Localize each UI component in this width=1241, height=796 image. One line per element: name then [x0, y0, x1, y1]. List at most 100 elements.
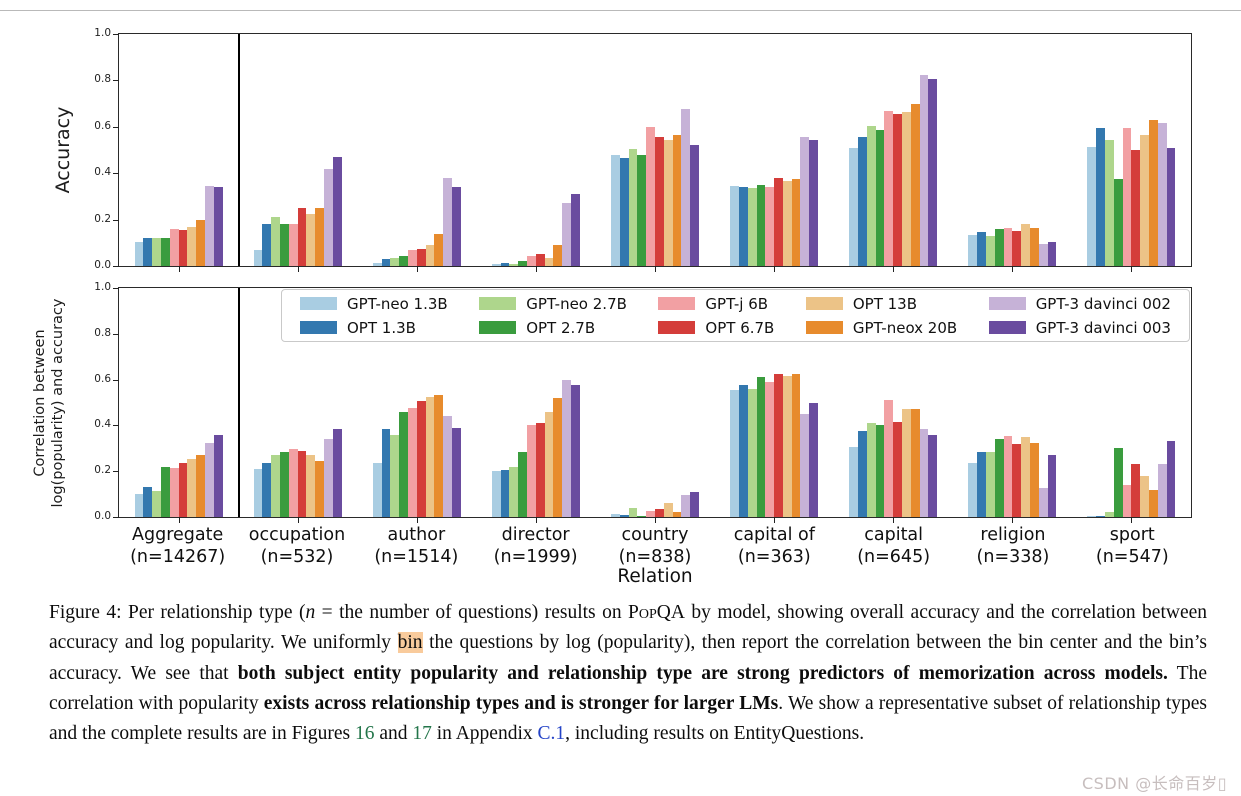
appendix-ref-link[interactable]: C.1 — [537, 723, 566, 745]
highlighted-word: bin — [397, 632, 423, 654]
bar-group-capital — [834, 34, 953, 266]
x-label-capital: capital (n=645) — [834, 525, 953, 568]
bar-OPT-13B — [782, 181, 792, 266]
bar-GPT-3-davinci-002 — [443, 416, 452, 517]
legend-entry-GPT-neo-2.7B: GPT-neo 2.7B — [479, 295, 627, 313]
bar-GPT-neo-2.7B — [747, 188, 757, 266]
bar-OPT-6.7B — [1131, 150, 1141, 266]
y-tick-label: 0.4 — [94, 418, 111, 431]
bar-group-Aggregate — [119, 288, 238, 517]
bar-GPT-neo-1.3B — [372, 463, 382, 517]
bar-GPT-neox-20B — [315, 208, 325, 266]
bar-GPT-neo-2.7B — [509, 466, 519, 517]
bar-group-sport — [1072, 34, 1191, 266]
y-tick-label: 1.0 — [94, 281, 111, 293]
x-label-occupation: occupation (n=532) — [237, 525, 356, 568]
legend-entry-GPT-j-6B: GPT-j 6B — [658, 295, 774, 313]
bar-OPT-13B — [425, 245, 435, 266]
y-tick-mark — [113, 379, 119, 381]
legend-column: OPT 13B GPT-neox 20B — [805, 294, 958, 337]
bar-OPT-6.7B — [1012, 443, 1022, 517]
relation-name: religion — [980, 525, 1046, 545]
relation-count: (n=14267) — [130, 546, 226, 567]
bar-OPT-2.7B — [875, 130, 885, 266]
bar-OPT-13B — [544, 257, 554, 266]
figure-ref-link[interactable]: 16 — [354, 723, 375, 745]
x-tick-mark — [1012, 517, 1014, 523]
bar-OPT-1.3B — [1096, 515, 1106, 517]
bar-group-country — [595, 34, 714, 266]
x-tick-mark — [655, 266, 656, 272]
bar-OPT-1.3B — [738, 187, 748, 266]
y-tick-mark — [113, 471, 119, 473]
bar-GPT-neo-1.3B — [253, 249, 263, 266]
bar-OPT-2.7B — [160, 238, 170, 266]
x-axis-title: Relation — [617, 566, 693, 587]
legend-label: GPT-neo 1.3B — [347, 294, 448, 313]
caption-text: , including results on EntityQuestions. — [565, 723, 865, 745]
y-tick-mark — [113, 266, 119, 267]
bar-OPT-2.7B — [280, 451, 289, 517]
bar-OPT-13B — [902, 409, 911, 517]
legend-swatch — [658, 321, 696, 334]
x-tick-mark — [297, 517, 299, 523]
relation-count: (n=363) — [737, 546, 811, 567]
bar-GPT-3-davinci-002 — [919, 74, 929, 266]
bar-GPT-j-6B — [646, 511, 655, 517]
bar-GPT-neo-2.7B — [390, 257, 400, 266]
legend-label: GPT-neox 20B — [852, 318, 958, 337]
correlation-axis-label: Correlation between log(popularity) and … — [32, 269, 68, 537]
x-label-sport: sport (n=547) — [1073, 525, 1192, 568]
bar-GPT-3-davinci-002 — [324, 439, 333, 517]
y-tick-label: 0.0 — [94, 259, 111, 271]
bar-GPT-neox-20B — [910, 103, 920, 266]
caption-text: and — [374, 723, 413, 745]
bar-GPT-3-davinci-002 — [204, 185, 214, 266]
legend-entry-OPT-1.3B: OPT 1.3B — [300, 319, 448, 337]
legend-label: OPT 13B — [852, 294, 918, 313]
bar-GPT-neo-1.3B — [134, 494, 144, 517]
bar-GPT-neox-20B — [434, 233, 444, 266]
x-tick-mark — [1131, 266, 1133, 272]
bar-GPT-j-6B — [765, 381, 775, 517]
bar-GPT-neo-1.3B — [611, 513, 620, 517]
legend-entry-OPT-13B: OPT 13B — [805, 294, 957, 313]
legend-label: GPT-3 davinci 003 — [1035, 318, 1171, 337]
bar-OPT-6.7B — [416, 401, 426, 517]
bar-GPT-neox-20B — [553, 397, 563, 517]
bar-GPT-neo-2.7B — [747, 388, 757, 517]
x-label-Aggregate: Aggregate (n=14267) — [118, 525, 237, 568]
figure-ref-link[interactable]: 17 — [412, 723, 432, 745]
bar-GPT-3-davinci-002 — [324, 168, 333, 266]
bar-GPT-j-6B — [527, 425, 536, 517]
y-tick-label: 0.6 — [94, 372, 111, 385]
legend-entry-GPT-3-davinci-002: GPT-3 davinci 002 — [988, 294, 1171, 313]
bar-OPT-1.3B — [619, 514, 629, 517]
bar-OPT-2.7B — [280, 224, 289, 266]
legend-label: GPT-3 davinci 002 — [1035, 294, 1171, 313]
x-label-capital-of: capital of (n=363) — [715, 525, 834, 568]
bar-group-capital-of — [715, 288, 834, 517]
bar-GPT-neo-2.7B — [390, 434, 400, 517]
legend-swatch — [988, 321, 1026, 334]
bar-OPT-1.3B — [262, 463, 272, 517]
aggregate-separator-line — [238, 288, 241, 517]
bar-GPT-3-davinci-003 — [928, 79, 938, 266]
bar-OPT-13B — [663, 503, 673, 517]
bar-OPT-13B — [1021, 224, 1030, 266]
bar-GPT-j-6B — [527, 255, 536, 266]
bar-OPT-6.7B — [893, 421, 902, 517]
legend-swatch — [805, 321, 843, 334]
x-tick-mark — [535, 266, 537, 272]
bar-OPT-2.7B — [1113, 448, 1123, 517]
x-tick-mark — [178, 266, 180, 272]
bar-OPT-2.7B — [1113, 179, 1123, 266]
bar-GPT-3-davinci-003 — [1047, 455, 1057, 517]
y-tick-mark — [113, 425, 119, 427]
bar-OPT-2.7B — [637, 154, 647, 266]
bar-OPT-6.7B — [535, 254, 545, 266]
page-divider-line — [0, 10, 1241, 11]
bar-GPT-3-davinci-002 — [919, 428, 929, 517]
y-tick-label: 0.2 — [94, 212, 111, 225]
bar-GPT-neox-20B — [791, 373, 801, 517]
